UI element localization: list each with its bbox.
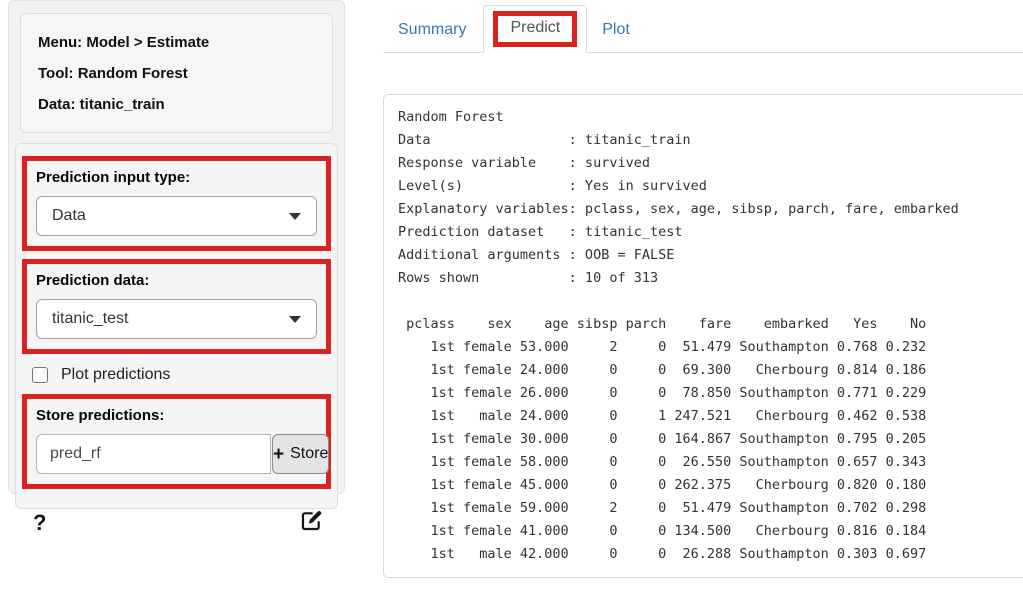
prediction-input-type-value: Data: [52, 207, 86, 224]
store-predictions-label: Store predictions:: [36, 407, 165, 424]
dataset-name: Data: titanic_train: [38, 96, 165, 113]
annotation-box-prediction-data: Prediction data: titanic_test: [22, 259, 331, 354]
annotation-box-input-type: Prediction input type: Data: [22, 156, 331, 251]
plot-predictions-checkbox[interactable]: [32, 367, 48, 383]
store-button[interactable]: + Store: [272, 434, 330, 474]
main-content: Summary Predict Plot Random Forest Data …: [383, 5, 1023, 578]
plot-predictions-label: Plot predictions: [61, 366, 171, 383]
prediction-input-type-label: Prediction input type:: [36, 169, 191, 186]
annotation-box-predict-tab: Predict: [493, 11, 578, 47]
sidebar: Menu: Model > Estimate Tool: Random Fore…: [8, 0, 345, 535]
prediction-data-label: Prediction data:: [36, 272, 150, 289]
plus-icon: +: [273, 443, 285, 465]
tab-predict[interactable]: Predict: [483, 5, 588, 53]
annotation-box-store: Store predictions: + Store: [22, 394, 331, 489]
tool-name: Tool: Random Forest: [38, 65, 188, 82]
chevron-down-icon: [289, 315, 301, 323]
sidebar-footer: ?: [22, 497, 331, 537]
menu-path: Menu: Model > Estimate: [38, 34, 210, 51]
model-info-panel: Menu: Model > Estimate Tool: Random Fore…: [20, 13, 333, 133]
help-icon[interactable]: ?: [33, 510, 47, 535]
prediction-form-panel: Prediction input type: Data Prediction d…: [15, 143, 338, 535]
prediction-input-type-select[interactable]: Data: [36, 196, 317, 236]
chevron-down-icon: [289, 212, 301, 220]
prediction-data-value: titanic_test: [52, 310, 129, 327]
store-predictions-input[interactable]: [36, 434, 271, 474]
tab-summary[interactable]: Summary: [398, 21, 467, 38]
store-button-label: Store: [290, 445, 329, 462]
plot-predictions-row: Plot predictions: [32, 366, 327, 384]
tab-plot[interactable]: Plot: [602, 21, 630, 38]
tab-bar: Summary Predict Plot: [383, 5, 1023, 53]
store-input-group: + Store: [36, 434, 330, 474]
prediction-data-select[interactable]: titanic_test: [36, 299, 317, 339]
prediction-output: Random Forest Data : titanic_train Respo…: [383, 94, 1023, 578]
pencil-square-icon[interactable]: [300, 509, 323, 537]
